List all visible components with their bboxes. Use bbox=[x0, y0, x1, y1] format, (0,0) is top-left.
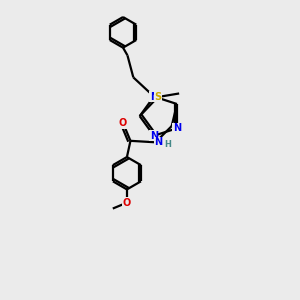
Text: N: N bbox=[173, 123, 181, 133]
Text: H: H bbox=[164, 140, 171, 149]
Text: O: O bbox=[123, 198, 131, 208]
Text: S: S bbox=[154, 92, 161, 102]
Text: N: N bbox=[154, 137, 163, 147]
Text: N: N bbox=[150, 131, 158, 141]
Text: O: O bbox=[119, 118, 127, 128]
Text: N: N bbox=[150, 92, 158, 101]
